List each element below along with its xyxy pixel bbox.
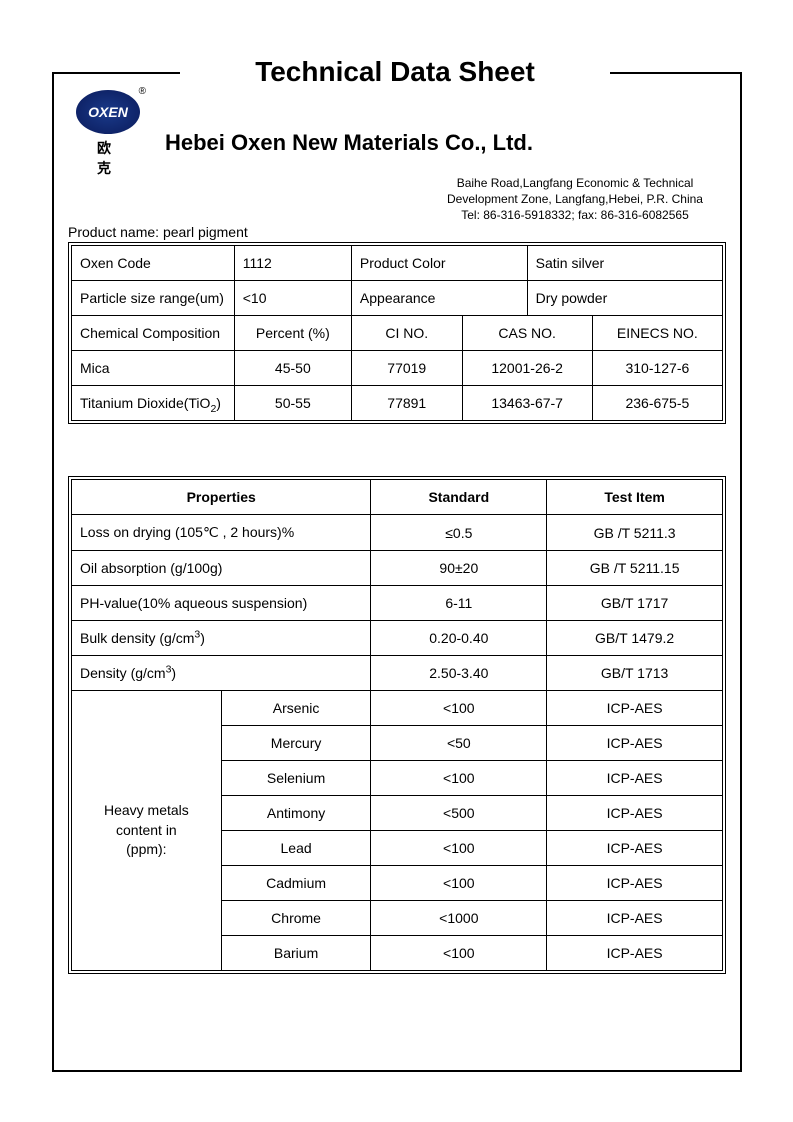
prop-standard: 0.20-0.40 xyxy=(371,621,547,656)
address-line2: Development Zone, Langfang,Hebei, P.R. C… xyxy=(420,191,730,207)
prop-standard: 2.50-3.40 xyxy=(371,656,547,691)
company-name: Hebei Oxen New Materials Co., Ltd. xyxy=(165,130,533,156)
info-table-frame: Oxen Code 1112 Product Color Satin silve… xyxy=(68,242,726,424)
metal-test: ICP-AES xyxy=(547,796,723,831)
properties-table-frame: Properties Standard Test Item Loss on dr… xyxy=(68,476,726,974)
prop-test: GB /T 5211.15 xyxy=(547,551,723,586)
prop-name: Loss on drying (105℃ , 2 hours)% xyxy=(72,515,371,551)
table-row: Oxen Code 1112 Product Color Satin silve… xyxy=(72,246,723,281)
cell-label: Product Color xyxy=(351,246,527,281)
metal-test: ICP-AES xyxy=(547,691,723,726)
logo-block: OXEN ® 欧 克 xyxy=(68,90,148,178)
metal-standard: <100 xyxy=(371,936,547,971)
page-title: Technical Data Sheet xyxy=(180,56,610,88)
col-header: Percent (%) xyxy=(234,316,351,351)
product-name: Product name: pearl pigment xyxy=(68,224,248,240)
metal-standard: <500 xyxy=(371,796,547,831)
col-header: CAS NO. xyxy=(462,316,592,351)
metal-name: Chrome xyxy=(221,901,371,936)
table-row: Mica 45-50 77019 12001-26-2 310-127-6 xyxy=(72,351,723,386)
address-line1: Baihe Road,Langfang Economic & Technical xyxy=(420,175,730,191)
metal-standard: <100 xyxy=(371,761,547,796)
table-row: Particle size range(um) <10 Appearance D… xyxy=(72,281,723,316)
address-line3: Tel: 86-316-5918332; fax: 86-316-6082565 xyxy=(420,207,730,223)
metal-test: ICP-AES xyxy=(547,726,723,761)
table-row: Oil absorption (g/100g)90±20GB /T 5211.1… xyxy=(72,551,723,586)
metal-name: Selenium xyxy=(221,761,371,796)
prop-name: Bulk density (g/cm3) xyxy=(72,621,371,656)
metal-standard: <50 xyxy=(371,726,547,761)
comp-cas: 12001-26-2 xyxy=(462,351,592,386)
table-row: PH-value(10% aqueous suspension)6-11GB/T… xyxy=(72,586,723,621)
prop-name: PH-value(10% aqueous suspension) xyxy=(72,586,371,621)
metal-name: Antimony xyxy=(221,796,371,831)
metal-name: Arsenic xyxy=(221,691,371,726)
table-row: Heavy metals content in (ppm):Arsenic<10… xyxy=(72,691,723,726)
metal-test: ICP-AES xyxy=(547,936,723,971)
address-block: Baihe Road,Langfang Economic & Technical… xyxy=(420,175,730,224)
cell-label: Oxen Code xyxy=(72,246,235,281)
col-header: Properties xyxy=(72,480,371,515)
col-header: Chemical Composition xyxy=(72,316,235,351)
metal-test: ICP-AES xyxy=(547,761,723,796)
comp-ci: 77019 xyxy=(351,351,462,386)
metals-group-label: Heavy metals content in (ppm): xyxy=(72,691,222,971)
col-header: Standard xyxy=(371,480,547,515)
title-banner: Technical Data Sheet xyxy=(180,56,610,92)
cell-label: Appearance xyxy=(351,281,527,316)
col-header: CI NO. xyxy=(351,316,462,351)
comp-name: Titanium Dioxide(TiO2) xyxy=(72,386,235,421)
table-row: Titanium Dioxide(TiO2) 50-55 77891 13463… xyxy=(72,386,723,421)
comp-einecs: 310-127-6 xyxy=(592,351,722,386)
metal-test: ICP-AES xyxy=(547,831,723,866)
comp-pct: 45-50 xyxy=(234,351,351,386)
table-row: Bulk density (g/cm3)0.20-0.40GB/T 1479.2 xyxy=(72,621,723,656)
properties-table: Properties Standard Test Item Loss on dr… xyxy=(71,479,723,971)
metal-name: Lead xyxy=(221,831,371,866)
metal-name: Mercury xyxy=(221,726,371,761)
cell-label: Particle size range(um) xyxy=(72,281,235,316)
cell-value: 1112 xyxy=(234,246,351,281)
comp-pct: 50-55 xyxy=(234,386,351,421)
prop-standard: 6-11 xyxy=(371,586,547,621)
table-row: Loss on drying (105℃ , 2 hours)%≤0.5GB /… xyxy=(72,515,723,551)
cell-value: <10 xyxy=(234,281,351,316)
registered-mark: ® xyxy=(139,86,146,97)
prop-test: GB/T 1713 xyxy=(547,656,723,691)
metal-standard: <100 xyxy=(371,831,547,866)
table-row: Properties Standard Test Item xyxy=(72,480,723,515)
logo-text: OXEN xyxy=(88,104,128,120)
comp-einecs: 236-675-5 xyxy=(592,386,722,421)
table-row: Density (g/cm3)2.50-3.40GB/T 1713 xyxy=(72,656,723,691)
comp-name: Mica xyxy=(72,351,235,386)
metal-test: ICP-AES xyxy=(547,866,723,901)
metal-name: Barium xyxy=(221,936,371,971)
info-table: Oxen Code 1112 Product Color Satin silve… xyxy=(71,245,723,421)
comp-ci: 77891 xyxy=(351,386,462,421)
logo-icon: OXEN xyxy=(76,90,140,134)
prop-name: Density (g/cm3) xyxy=(72,656,371,691)
prop-test: GB /T 5211.3 xyxy=(547,515,723,551)
metal-name: Cadmium xyxy=(221,866,371,901)
metal-standard: <100 xyxy=(371,866,547,901)
metal-standard: <1000 xyxy=(371,901,547,936)
cell-value: Dry powder xyxy=(527,281,722,316)
col-header: EINECS NO. xyxy=(592,316,722,351)
prop-test: GB/T 1479.2 xyxy=(547,621,723,656)
prop-standard: 90±20 xyxy=(371,551,547,586)
prop-name: Oil absorption (g/100g) xyxy=(72,551,371,586)
prop-standard: ≤0.5 xyxy=(371,515,547,551)
logo-cn-text: 欧 克 xyxy=(68,138,148,178)
metal-test: ICP-AES xyxy=(547,901,723,936)
prop-test: GB/T 1717 xyxy=(547,586,723,621)
comp-cas: 13463-67-7 xyxy=(462,386,592,421)
col-header: Test Item xyxy=(547,480,723,515)
metal-standard: <100 xyxy=(371,691,547,726)
table-row: Chemical Composition Percent (%) CI NO. … xyxy=(72,316,723,351)
cell-value: Satin silver xyxy=(527,246,722,281)
